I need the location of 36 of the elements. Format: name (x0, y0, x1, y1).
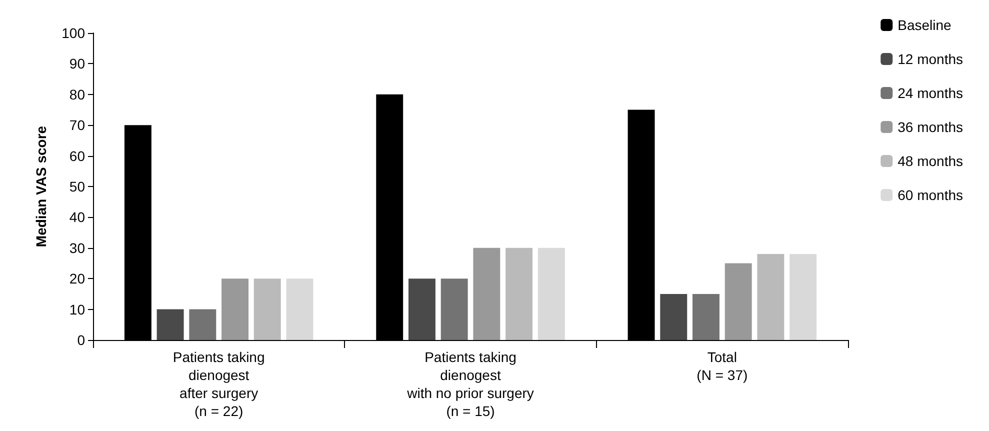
bar (660, 294, 688, 340)
bar (724, 263, 752, 340)
y-tick-label: 80 (69, 86, 86, 102)
legend-label: 36 months (898, 119, 964, 135)
y-tick-label: 100 (62, 25, 86, 41)
bar (254, 278, 281, 340)
y-tick-label: 70 (69, 117, 86, 134)
y-tick-label: 40 (69, 209, 86, 226)
y-tick-label: 50 (69, 178, 86, 194)
bar (286, 278, 314, 340)
bar (538, 248, 565, 340)
legend-label: 12 months (898, 51, 964, 67)
bar (506, 248, 533, 340)
legend-label: Baseline (898, 17, 952, 33)
bar (692, 294, 720, 340)
y-tick-label: 10 (69, 301, 86, 318)
bar (222, 278, 248, 340)
x-tick-label: Patients taking dienogest with no prior surgery (n = 15) (406, 349, 534, 419)
y-tick-label: 90 (69, 56, 86, 72)
legend-label: 48 months (898, 153, 964, 169)
y-tick-label: 60 (69, 148, 86, 164)
bar (790, 254, 817, 340)
bar (408, 278, 436, 340)
x-tick-label: Patients taking dienogest after surgery (n = 22) (172, 349, 265, 419)
y-tick-label: 0 (77, 332, 86, 348)
y-axis-title: Median VAS score (33, 126, 49, 248)
x-tick-label: Total (N = 37) (696, 349, 748, 383)
legend-label: 24 months (898, 85, 964, 101)
bar (757, 254, 784, 340)
y-tick-label: 20 (69, 270, 86, 287)
bar (440, 278, 468, 340)
bar (156, 309, 184, 340)
y-tick-label: 30 (69, 240, 86, 256)
bar (189, 309, 216, 340)
bar (473, 248, 500, 340)
legend-label: 60 months (898, 187, 964, 203)
